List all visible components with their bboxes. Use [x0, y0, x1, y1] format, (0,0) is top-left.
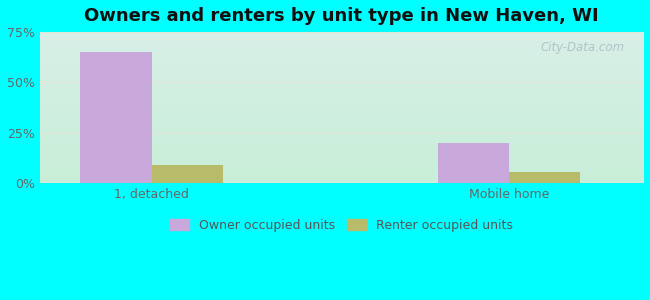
Legend: Owner occupied units, Renter occupied units: Owner occupied units, Renter occupied un… [165, 214, 518, 237]
Text: City-Data.com: City-Data.com [541, 41, 625, 54]
Bar [509, 172, 580, 183]
Bar [151, 165, 223, 183]
Title: Owners and renters by unit type in New Haven, WI: Owners and renters by unit type in New H… [84, 7, 599, 25]
Bar [437, 143, 509, 183]
Bar [80, 52, 151, 183]
